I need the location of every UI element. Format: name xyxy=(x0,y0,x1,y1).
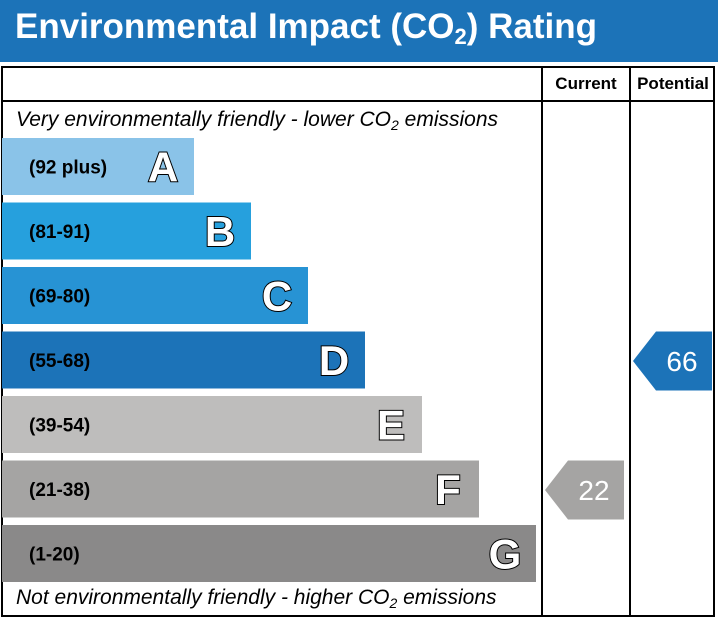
rating-bar-e xyxy=(2,396,422,453)
current-column-divider xyxy=(541,66,543,617)
bottom-note: Not environmentally friendly - higher CO… xyxy=(16,586,497,611)
range-label-g: (1-20) xyxy=(29,545,80,566)
potential-column-divider xyxy=(629,66,631,617)
rating-bar-d xyxy=(2,331,365,389)
potential-rating-arrow xyxy=(633,331,712,391)
range-label-a: (92 plus) xyxy=(29,158,107,179)
range-label-e: (39-54) xyxy=(29,416,90,437)
range-label-b: (81-91) xyxy=(29,222,90,243)
band-letter-f: F xyxy=(435,466,461,513)
header-bar: Environmental Impact (CO2) Rating xyxy=(0,0,718,62)
rating-bar-a xyxy=(2,138,194,195)
current-rating-value: 22 xyxy=(578,475,609,506)
band-letter-a: A xyxy=(148,144,178,191)
range-label-c: (69-80) xyxy=(29,287,90,308)
potential-rating-value: 66 xyxy=(666,346,697,377)
band-letter-e: E xyxy=(377,402,405,449)
band-letter-b: B xyxy=(205,208,235,255)
header-row-divider xyxy=(1,100,715,102)
rating-bar-g xyxy=(2,525,536,582)
top-note: Very environmentally friendly - lower CO… xyxy=(16,108,499,133)
rating-bar-c xyxy=(2,267,308,324)
current-rating-arrow xyxy=(545,460,624,520)
current-column-header: Current xyxy=(555,74,617,93)
range-label-f: (21-38) xyxy=(29,480,90,501)
band-letter-c: C xyxy=(262,273,292,320)
band-letter-d: D xyxy=(319,337,349,384)
rating-bar-b xyxy=(2,202,251,260)
band-letter-g: G xyxy=(489,531,522,578)
rating-bar-f xyxy=(2,460,479,518)
potential-column-header: Potential xyxy=(637,74,709,93)
chart-title: Environmental Impact (CO2) Rating xyxy=(15,7,598,49)
range-label-d: (55-68) xyxy=(29,351,90,372)
